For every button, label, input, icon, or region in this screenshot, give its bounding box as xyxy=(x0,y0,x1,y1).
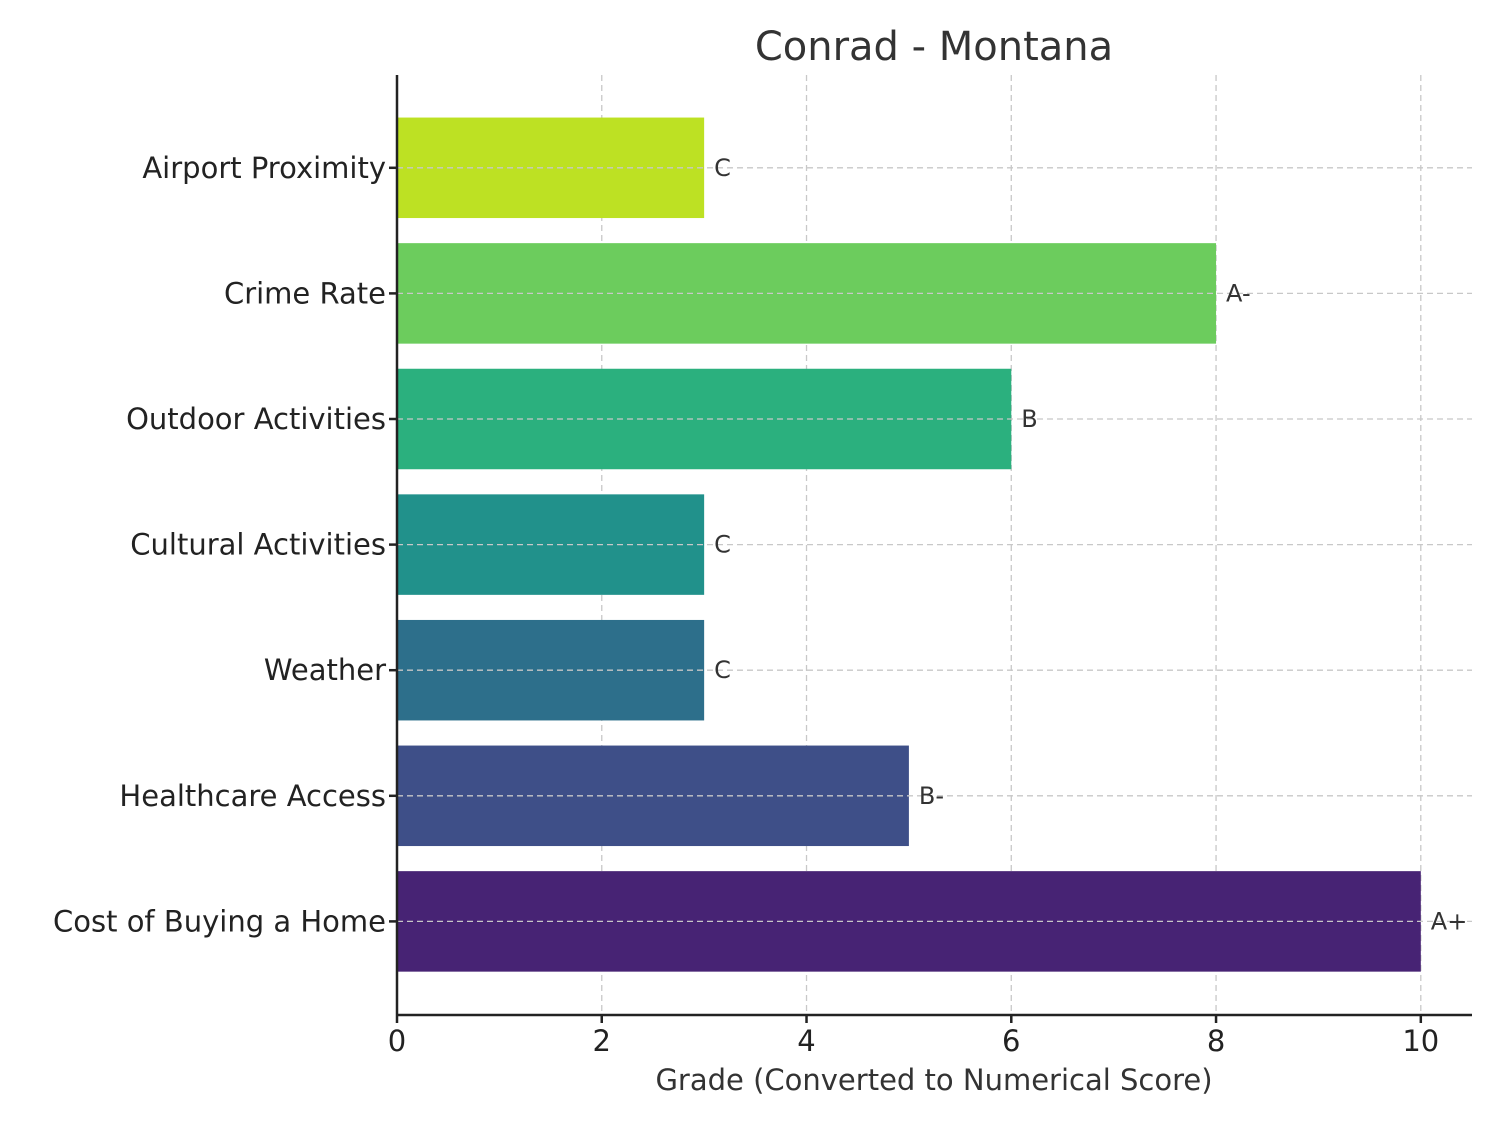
y-tick-label: Outdoor Activities xyxy=(126,402,386,436)
tick-layer: Cost of Buying a Home Healthcare Access We… xyxy=(53,151,1439,1058)
y-tick-label: Crime Rate xyxy=(224,276,386,310)
x-tick-label: 10 xyxy=(1402,1024,1439,1058)
y-tick-label: Weather xyxy=(264,653,386,687)
bar-data-label: A- xyxy=(1226,279,1251,307)
chart-title: Conrad - Montana xyxy=(755,24,1113,70)
y-tick-label: Cultural Activities xyxy=(130,528,386,562)
label-layer: A+ B- C C B A- C xyxy=(714,154,1467,936)
hgrid-layer xyxy=(397,167,1472,923)
bar-data-label: C xyxy=(714,154,731,182)
x-tick-label: 8 xyxy=(1207,1024,1225,1058)
bar-data-label: B- xyxy=(919,782,944,810)
bar-data-label: A+ xyxy=(1431,907,1468,935)
bar-data-label: C xyxy=(714,531,731,559)
x-tick-label: 6 xyxy=(1002,1024,1020,1058)
y-tick-label: Airport Proximity xyxy=(142,151,386,185)
bar-data-label: B xyxy=(1021,405,1037,433)
bar-data-label: C xyxy=(714,656,731,684)
x-axis-label: Grade (Converted to Numerical Score) xyxy=(655,1063,1212,1097)
y-tick-label: Cost of Buying a Home xyxy=(53,904,386,938)
x-tick-label: 4 xyxy=(797,1024,815,1058)
x-tick-label: 2 xyxy=(593,1024,611,1058)
y-tick-label: Healthcare Access xyxy=(119,779,386,813)
x-tick-label: 0 xyxy=(388,1024,406,1058)
